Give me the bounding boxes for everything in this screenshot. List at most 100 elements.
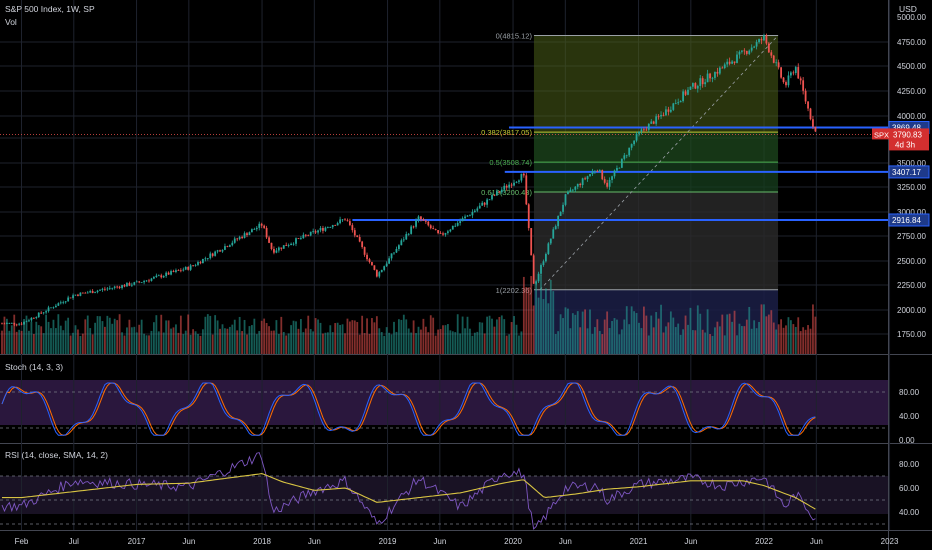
volume-bar (59, 325, 62, 354)
volume-bar (763, 304, 765, 354)
volume-bar (224, 328, 226, 354)
volume-bar (126, 327, 128, 354)
volume-bar (246, 334, 248, 354)
candle-body (405, 234, 408, 240)
candle-body (437, 230, 439, 234)
candle-body (130, 284, 133, 286)
volume-bar (197, 333, 199, 354)
volume-bar (427, 332, 430, 354)
volume-bar (532, 305, 535, 354)
volume-bar (723, 335, 726, 354)
candle-body (721, 67, 724, 69)
candle-body (324, 227, 327, 231)
candle-body (527, 204, 530, 229)
candle-body (221, 249, 224, 252)
volume-bar (716, 321, 719, 354)
volume-bar (297, 328, 300, 354)
volume-bar (417, 326, 420, 354)
volume-bar (520, 331, 523, 354)
candle-body (478, 205, 481, 209)
candle-body (91, 291, 94, 294)
y-tick-label: 3500.00 (897, 159, 926, 168)
candle-body (677, 102, 680, 104)
volume-bar (608, 328, 611, 354)
volume-bar (96, 316, 99, 354)
volume-bar (748, 306, 751, 354)
candle-body (750, 47, 753, 51)
volume-bar (772, 322, 775, 354)
candle-body (716, 71, 719, 74)
volume-bar (20, 330, 23, 354)
volume-bar (356, 321, 359, 354)
candle-body (133, 282, 136, 285)
volume-bar (86, 315, 89, 354)
volume-bar (809, 328, 812, 354)
volume-bar (155, 315, 158, 354)
candle-body (373, 265, 376, 270)
volume-bar (564, 307, 567, 354)
volume-bar (567, 308, 569, 354)
y-tick-label: 4250.00 (897, 87, 926, 96)
volume-bar (309, 329, 312, 354)
candle-body (138, 281, 141, 283)
volume-bar (184, 330, 187, 354)
candle-body (745, 50, 748, 54)
volume-label[interactable]: Vol (5, 17, 17, 27)
volume-bar (601, 334, 604, 354)
level-price-tag (888, 213, 930, 227)
volume-bar (799, 331, 802, 354)
candle-body (349, 221, 351, 226)
volume-bar (238, 316, 241, 354)
candle-body (579, 183, 582, 186)
volume-bars (1, 275, 817, 354)
candle-body (434, 229, 437, 231)
volume-bar (674, 327, 677, 354)
volume-bar (410, 332, 413, 354)
candle-body (280, 247, 283, 249)
volume-bar (711, 335, 714, 354)
volume-bar (177, 332, 180, 354)
volume-bar (373, 322, 376, 354)
candle-body (57, 303, 60, 306)
volume-bar (62, 330, 65, 354)
candle-body (518, 180, 520, 182)
volume-bar (464, 328, 466, 354)
candle-body (760, 39, 763, 41)
rsi-label[interactable]: RSI (14, close, SMA, 14, 2) (5, 450, 108, 460)
volume-bar (635, 313, 638, 354)
candle-body (611, 176, 613, 180)
volume-bar (741, 326, 743, 354)
candle-body (187, 267, 190, 270)
volume-bar (118, 314, 121, 354)
candle-body (728, 61, 731, 64)
volume-bar (682, 329, 684, 354)
candle-body (226, 246, 229, 247)
volume-bar (148, 335, 150, 354)
symbol-title[interactable]: S&P 500 Index, 1W, SP (5, 4, 95, 14)
candle-body (253, 229, 256, 230)
candle-body (706, 73, 709, 83)
candle-body (116, 286, 119, 288)
x-tick-label: Jun (433, 537, 446, 546)
candle-body (363, 247, 366, 255)
volume-bar (709, 334, 711, 354)
candle-body (486, 199, 488, 205)
candle-body (704, 82, 707, 85)
level-price-tag (888, 165, 930, 179)
volume-bar (559, 314, 562, 354)
volume-bar (312, 331, 315, 354)
candle-body (547, 243, 550, 255)
candle-body (172, 271, 175, 272)
candle-body (45, 311, 47, 313)
candle-body (807, 101, 809, 109)
volume-bar (505, 335, 508, 354)
candle-body (620, 158, 623, 168)
volume-bar (67, 317, 70, 354)
volume-bar (432, 317, 435, 354)
x-tick-label: Jun (559, 537, 572, 546)
volume-bar (368, 333, 371, 354)
stoch-label[interactable]: Stoch (14, 3, 3) (5, 362, 64, 372)
volume-bar (672, 317, 675, 354)
volume-bar (42, 333, 45, 354)
